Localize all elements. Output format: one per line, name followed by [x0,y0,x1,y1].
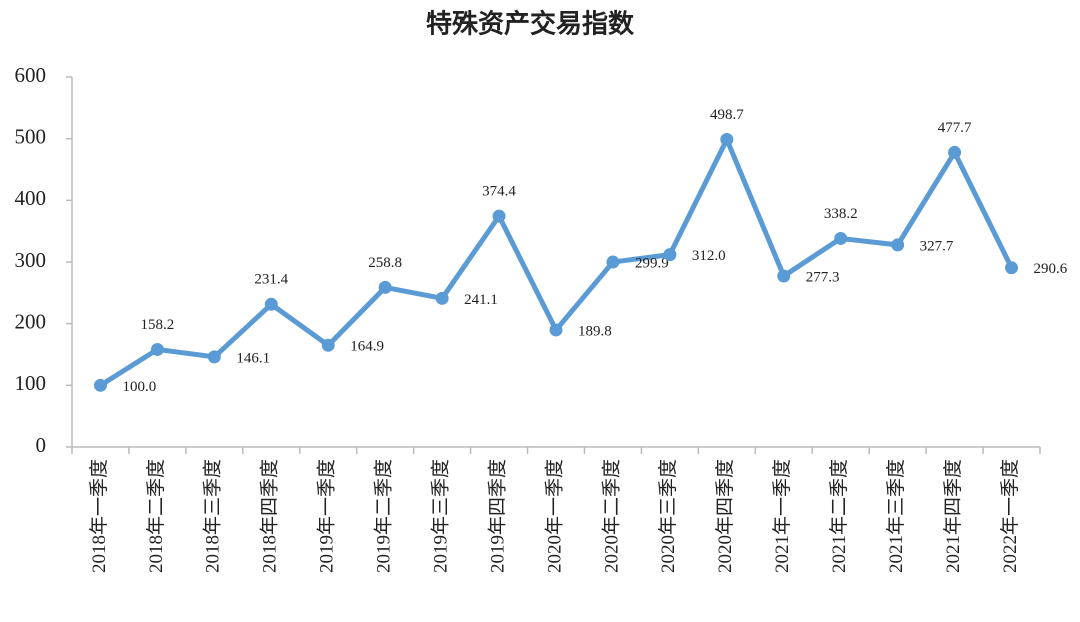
y-tick-label: 100 [15,371,47,395]
value-label: 374.4 [482,184,516,200]
x-tick-label: 2019年二季度 [373,459,395,573]
value-label: 189.8 [578,323,612,339]
x-tick-label: 2021年一季度 [771,459,793,573]
value-label: 100.0 [122,379,156,395]
x-tick-label: 2019年一季度 [316,459,338,573]
point [777,269,791,283]
x-tick-label: 2018年三季度 [202,459,224,573]
value-label: 258.8 [368,255,402,271]
x-tick-label: 2020年四季度 [714,459,736,573]
point [948,145,962,159]
y-tick-label: 0 [36,433,47,457]
value-label: 327.7 [920,238,954,254]
x-tick-label: 2018年四季度 [259,459,281,573]
point [435,291,449,305]
x-tick-label: 2021年三季度 [885,459,907,573]
x-tick-label: 2020年一季度 [543,459,565,573]
point [207,350,221,364]
value-label: 277.3 [806,269,840,285]
x-tick-label: 2018年二季度 [145,459,167,573]
y-tick-label: 600 [15,63,47,87]
value-label: 498.7 [710,107,744,123]
x-tick-label: 2021年四季度 [942,459,964,573]
value-label: 338.2 [824,206,858,222]
point [321,338,335,352]
point [663,248,677,262]
y-tick-label: 200 [15,309,47,333]
y-tick-label: 500 [15,124,47,148]
x-tick-label: 2022年一季度 [999,459,1021,573]
value-label: 290.6 [1034,261,1068,277]
y-tick-label: 400 [15,186,47,210]
value-label: 241.1 [464,292,498,308]
point [606,255,620,269]
point [720,132,734,146]
point [549,323,563,337]
x-tick-label: 2018年一季度 [88,459,110,573]
point [834,231,848,245]
value-label: 164.9 [350,339,384,355]
point [150,342,164,356]
value-label: 312.0 [692,248,726,264]
value-label: 477.7 [938,120,972,136]
value-label: 158.2 [141,317,175,333]
point [264,297,278,311]
x-tick-label: 2020年三季度 [657,459,679,573]
line [99,136,1014,388]
value-label: 231.4 [254,272,288,288]
value-label: 146.1 [236,350,270,366]
y-tick-label: 300 [15,248,47,272]
x-tick-label: 2019年四季度 [486,459,508,573]
point [93,378,107,392]
chart-title: 特殊资产交易指数 [426,9,635,40]
point [891,238,905,252]
x-tick-label: 2019年三季度 [429,459,451,573]
x-tick-label: 2021年二季度 [828,459,850,573]
point [1005,261,1019,275]
point [492,209,506,223]
value-label: 299.9 [635,255,669,271]
x-tick-label: 2020年二季度 [600,459,622,573]
point [378,280,392,294]
